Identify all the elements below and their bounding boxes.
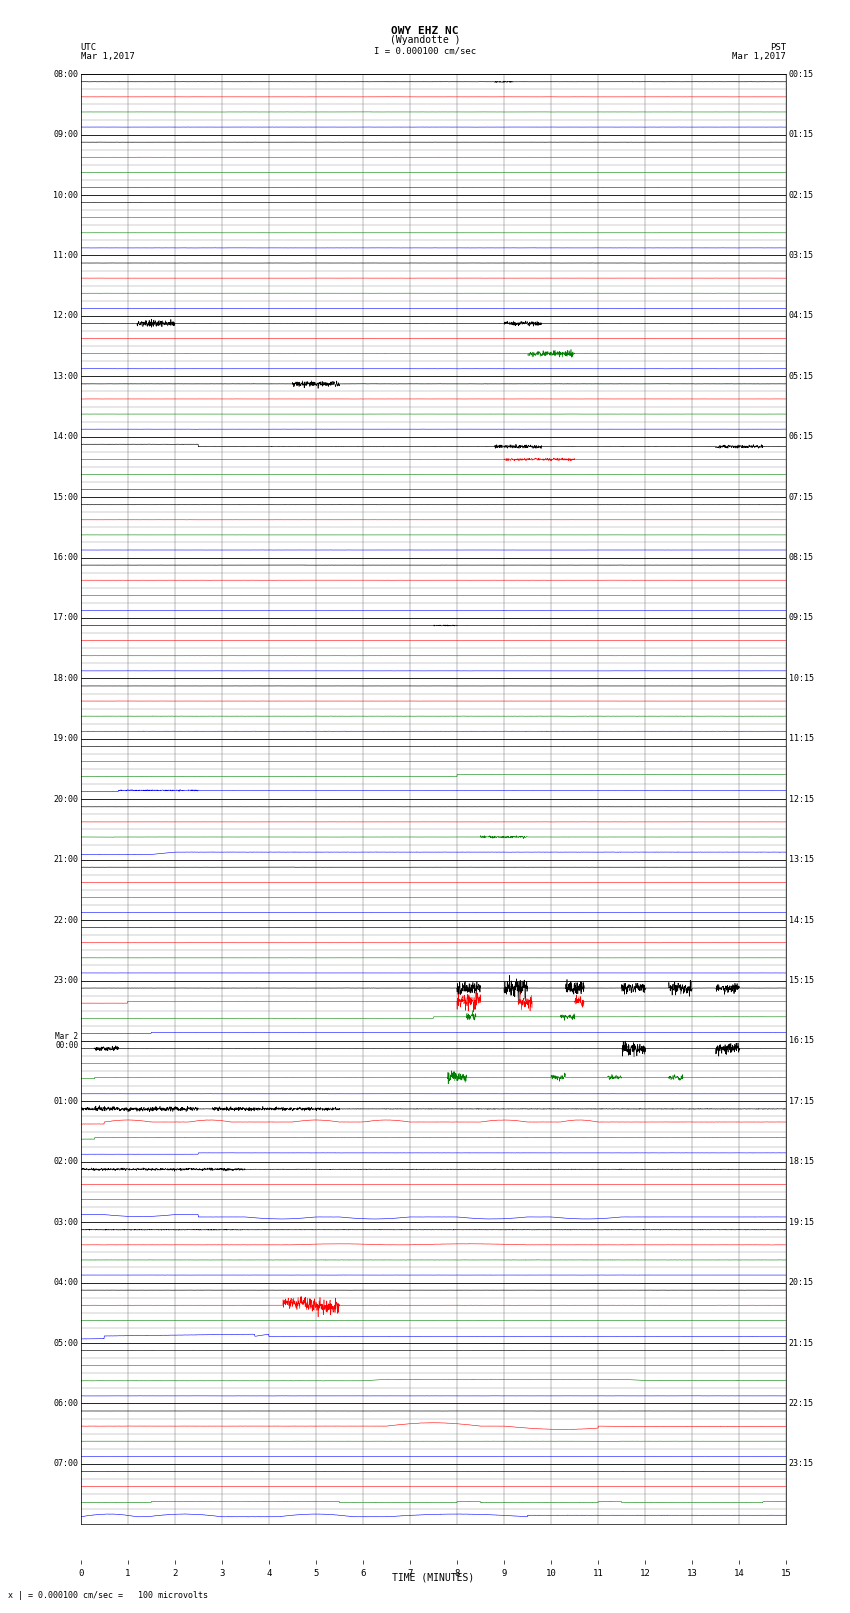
Text: PST: PST [770,44,786,52]
Text: 15:15: 15:15 [789,976,813,986]
Text: 12:00: 12:00 [54,311,78,321]
Text: 07:00: 07:00 [54,1460,78,1468]
Text: 19:15: 19:15 [789,1218,813,1226]
Text: 02:00: 02:00 [54,1157,78,1166]
Text: 20:00: 20:00 [54,795,78,803]
Text: Mar 2: Mar 2 [55,1032,78,1040]
Text: 05:00: 05:00 [54,1339,78,1347]
Text: 00:00: 00:00 [55,1042,78,1050]
Text: 00:15: 00:15 [789,69,813,79]
Text: 03:15: 03:15 [789,252,813,260]
Text: 06:00: 06:00 [54,1398,78,1408]
Text: 18:00: 18:00 [54,674,78,682]
Text: 01:15: 01:15 [789,131,813,139]
Text: 22:15: 22:15 [789,1398,813,1408]
Text: 20:15: 20:15 [789,1277,813,1287]
Text: 03:00: 03:00 [54,1218,78,1226]
Text: 18:15: 18:15 [789,1157,813,1166]
Text: 09:15: 09:15 [789,613,813,623]
Text: 02:15: 02:15 [789,190,813,200]
Text: 07:15: 07:15 [789,492,813,502]
Text: I = 0.000100 cm/sec: I = 0.000100 cm/sec [374,47,476,56]
Text: 09:00: 09:00 [54,131,78,139]
Text: 19:00: 19:00 [54,734,78,744]
Text: Mar 1,2017: Mar 1,2017 [81,52,134,61]
Text: 10:15: 10:15 [789,674,813,682]
Text: 11:15: 11:15 [789,734,813,744]
Text: 04:15: 04:15 [789,311,813,321]
Text: 08:15: 08:15 [789,553,813,561]
Text: 13:15: 13:15 [789,855,813,865]
Text: 01:00: 01:00 [54,1097,78,1107]
Text: 14:00: 14:00 [54,432,78,442]
Text: 05:15: 05:15 [789,373,813,381]
Text: 12:15: 12:15 [789,795,813,803]
Text: 17:15: 17:15 [789,1097,813,1107]
Text: 23:00: 23:00 [54,976,78,986]
Text: TIME (MINUTES): TIME (MINUTES) [393,1573,474,1582]
Text: 21:15: 21:15 [789,1339,813,1347]
Text: Mar 1,2017: Mar 1,2017 [733,52,786,61]
Text: 16:15: 16:15 [789,1037,813,1045]
Text: 10:00: 10:00 [54,190,78,200]
Text: 04:00: 04:00 [54,1277,78,1287]
Text: 17:00: 17:00 [54,613,78,623]
Text: 14:15: 14:15 [789,916,813,924]
Text: (Wyandotte ): (Wyandotte ) [390,35,460,45]
Text: 13:00: 13:00 [54,373,78,381]
Text: 22:00: 22:00 [54,916,78,924]
Text: 15:00: 15:00 [54,492,78,502]
Text: 06:15: 06:15 [789,432,813,442]
Text: 21:00: 21:00 [54,855,78,865]
Text: 16:00: 16:00 [54,553,78,561]
Text: 23:15: 23:15 [789,1460,813,1468]
Text: OWY EHZ NC: OWY EHZ NC [391,26,459,37]
Text: UTC: UTC [81,44,97,52]
Text: 08:00: 08:00 [54,69,78,79]
Text: x | = 0.000100 cm/sec =   100 microvolts: x | = 0.000100 cm/sec = 100 microvolts [8,1590,208,1600]
Text: 11:00: 11:00 [54,252,78,260]
